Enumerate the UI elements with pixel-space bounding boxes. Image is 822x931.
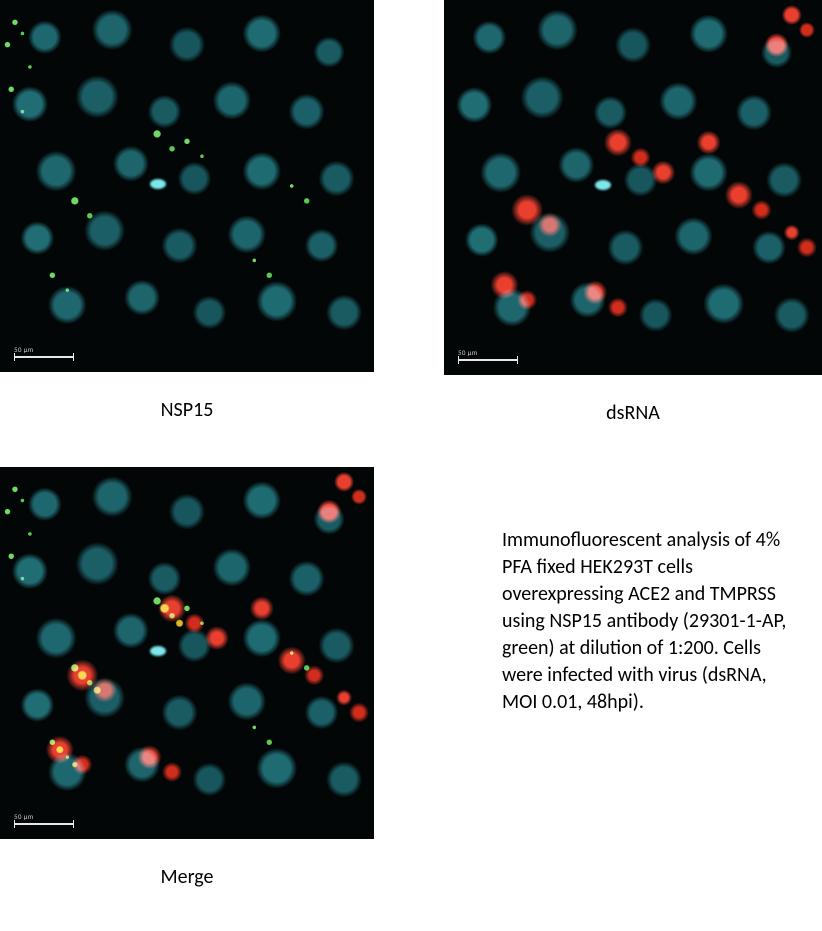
scalebar-label: 50 µm xyxy=(14,812,34,821)
figure-caption: Immunofluorescent analysis of 4% PFA fix… xyxy=(444,467,822,931)
panel-label-merge: Merge xyxy=(161,865,214,889)
colocalization-signal xyxy=(0,467,374,839)
micrograph-dsrna: 50 µm xyxy=(444,0,822,375)
scalebar-label: 50 µm xyxy=(458,348,478,357)
panel-dsrna: 50 µm dsRNA xyxy=(444,0,822,467)
scalebar xyxy=(458,359,518,361)
dsrna-red-signal xyxy=(444,0,822,375)
mitotic-cell xyxy=(150,646,166,656)
panel-nsp15: 50 µm NSP15 xyxy=(0,0,374,467)
panel-label-nsp15: NSP15 xyxy=(161,398,214,422)
figure-grid: 50 µm NSP15 50 µm dsRNA 50 µm Merge Immu… xyxy=(0,0,822,931)
mitotic-cell xyxy=(150,179,166,189)
scalebar-label: 50 µm xyxy=(14,345,34,354)
nsp15-green-signal xyxy=(0,0,374,372)
micrograph-merge: 50 µm xyxy=(0,467,374,839)
panel-merge: 50 µm Merge xyxy=(0,467,374,931)
panel-label-dsrna: dsRNA xyxy=(606,401,660,425)
scalebar xyxy=(14,823,74,825)
scalebar xyxy=(14,356,74,358)
micrograph-nsp15: 50 µm xyxy=(0,0,374,372)
